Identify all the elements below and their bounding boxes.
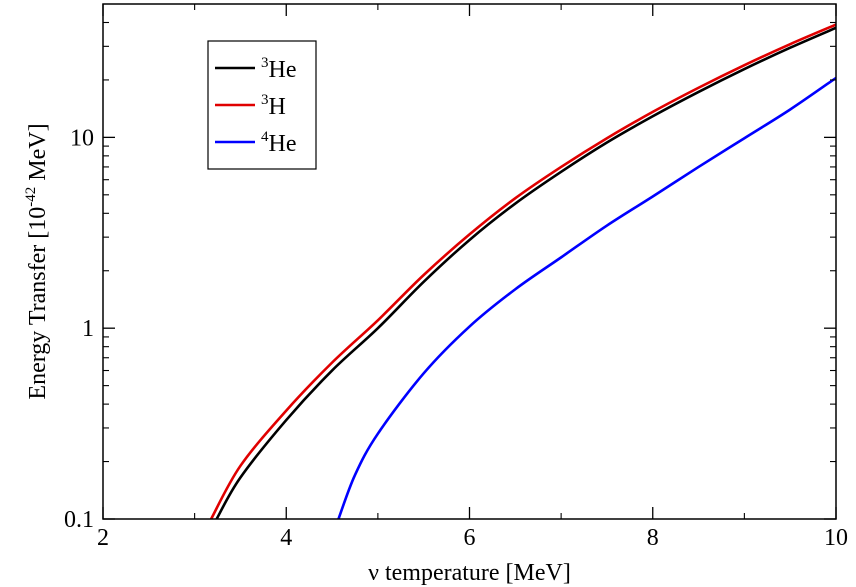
y-tick-label: 0.1 [64,507,94,533]
legend-label: 3He [261,55,296,83]
series-line-4he [337,76,836,519]
legend-label-base: He [269,131,297,157]
legend-label-superscript: 3 [261,92,269,108]
legend-label-base: H [269,94,286,120]
legend-item: 4He [215,129,296,157]
x-tick-label: 6 [464,525,476,551]
legend-label-superscript: 4 [261,129,269,145]
x-tick-label: 8 [647,525,659,551]
series-line-3he [215,26,836,519]
legend-label-superscript: 3 [261,55,269,71]
y-axis-label-suffix: MeV] [25,123,51,186]
ticks-layer: 2 4 6 8 10 0.1 1 10 [64,4,848,551]
y-tick-label: 1 [82,316,94,342]
legend-label: 4He [261,129,296,157]
x-tick-label: 4 [280,525,292,551]
legend-item: 3He [215,55,296,83]
x-axis-label: ν temperature [MeV] [368,560,571,586]
x-tick-label: 2 [97,525,109,551]
series-line-3h [209,23,836,519]
legend-label-base: He [269,57,297,83]
y-tick-label: 10 [70,125,94,151]
x-tick-label: 10 [824,525,848,551]
series-clip-group [209,23,836,519]
y-axis-label-exponent: -42 [23,187,39,207]
series-layer [209,23,836,519]
y-axis-label: Energy Transfer [10-42 MeV] [23,123,51,399]
y-axis-label-prefix: Energy Transfer [10 [25,207,51,400]
legend-label: 3H [261,92,286,120]
legend-item: 3H [215,92,286,120]
